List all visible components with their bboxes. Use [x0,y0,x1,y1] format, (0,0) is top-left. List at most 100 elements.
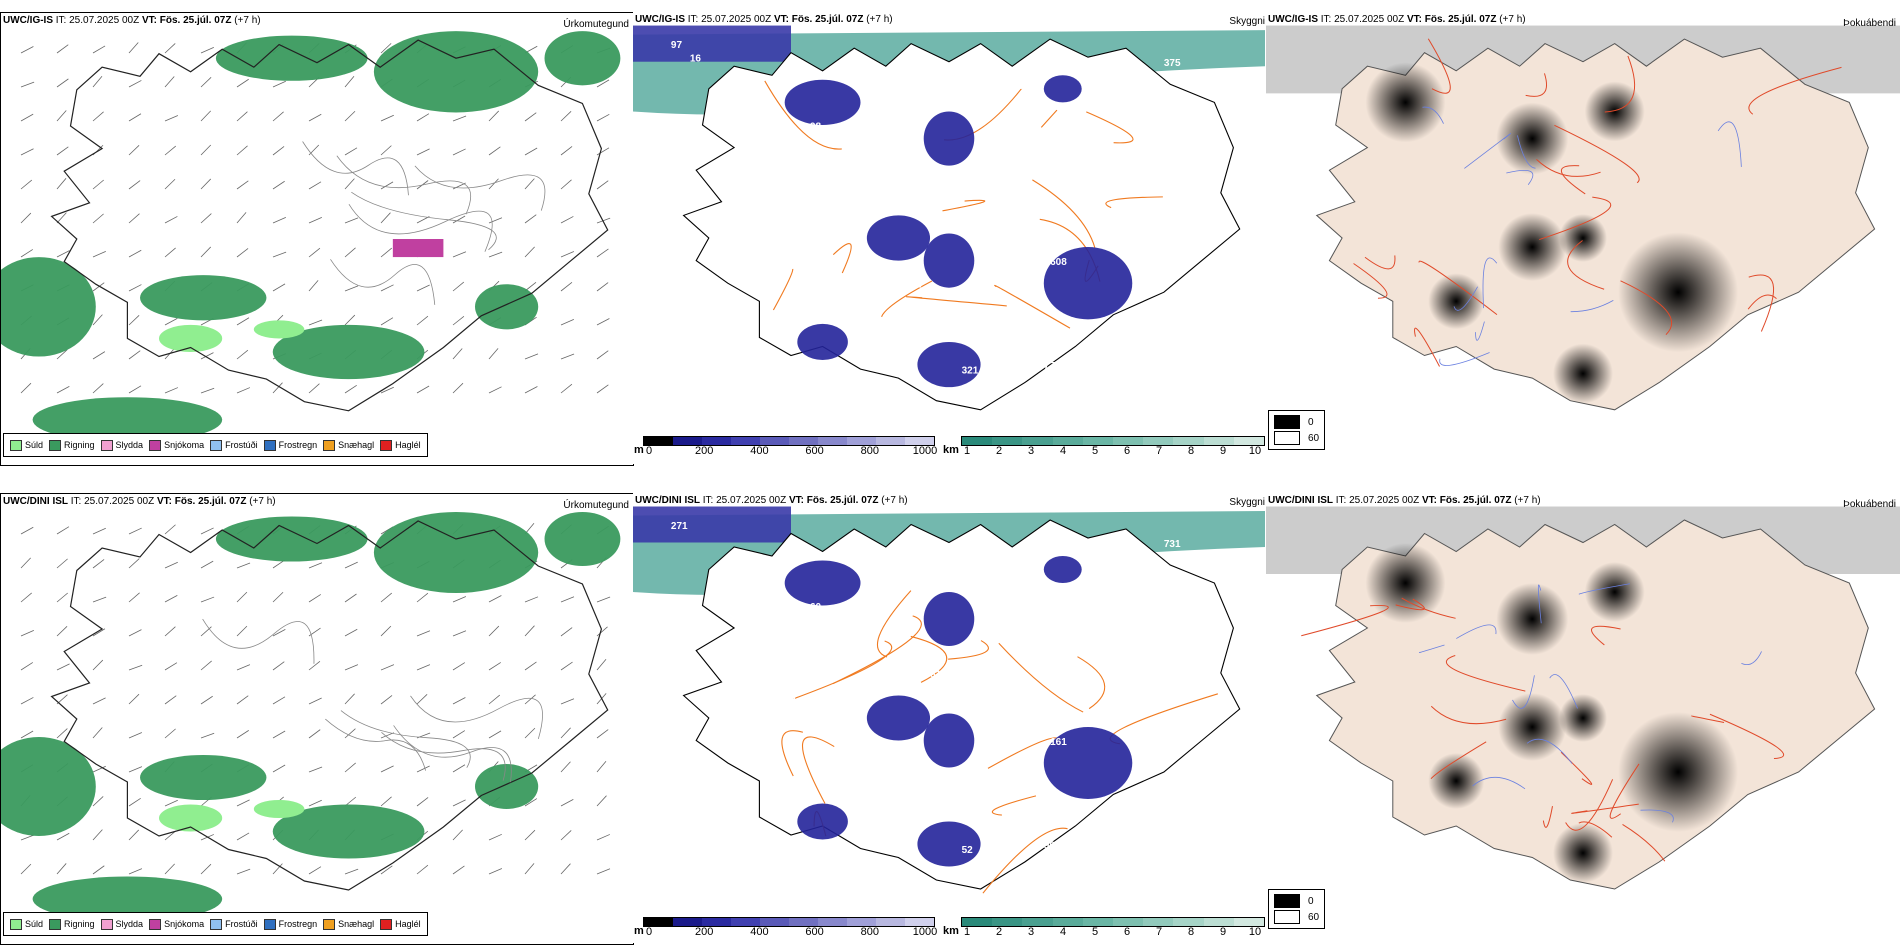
road-line [1554,124,1640,184]
colorbar-tick-label: 800 [860,445,879,457]
river-line [1422,106,1444,124]
ceiling-value-label: 46 [1189,818,1201,829]
terrain-contour [381,732,506,781]
road-line [905,296,1007,307]
low-ceiling-area [633,506,791,543]
legend-swatch [263,439,276,451]
fog-index-area [1365,543,1446,623]
visibility-unit: km [943,444,959,456]
precip-fields [1,31,621,443]
terrain-contour [414,165,546,211]
ceiling-value-label: 60 [810,602,822,613]
road-line [832,243,852,274]
ceiling-value-label: 96 [1044,841,1056,852]
ceiling-value-label: 271 [671,521,688,532]
colorbar-cell [1082,918,1114,926]
visibility-colorbar: km 1 2 3 4 5 6 7 8 9 10 [943,436,1265,457]
ceiling-value-label: 50 [1221,625,1233,636]
fog-index-area [1498,693,1567,761]
road-line [1040,109,1058,128]
precip-title: Úrkomutegund [563,19,629,30]
road-line [877,590,912,658]
fog-key-label: 60 [1308,432,1320,444]
legend-swatch [100,439,113,451]
ceiling-value-label: 33 [1101,76,1113,87]
low-ceiling-area [1043,75,1082,103]
ceiling-value-label: 107 [696,320,713,331]
river-line [1419,644,1445,653]
iceland-coastline [50,39,609,412]
legend-item: Frostregn [263,439,317,451]
road-line [881,280,933,318]
low-ceiling-area [923,713,975,768]
colorbar-tick-label: 0 [645,445,653,457]
colorbar-tick-label: 9 [1219,926,1227,938]
road-line [772,268,794,311]
colorbar-cell [992,918,1023,926]
fog-index-area [1618,232,1739,353]
legend-swatch [149,918,162,930]
fog-index-area [1553,823,1613,883]
legend-swatch [10,918,22,930]
road-line [1353,263,1388,299]
precip-legend: Súld Rigning Slydda Snjókoma Frostúði Frostre… [3,912,428,936]
colorbar-tick-label: 2 [995,445,1003,457]
terrain-contour [393,725,512,783]
colorbar-cell [962,918,993,926]
ceiling-value-label: 114 [842,298,859,309]
ceiling-value-label: 51 [955,580,967,591]
colorbar-cell [1143,918,1174,926]
ceiling-value-label: 259 [905,760,922,771]
legend-swatch [323,439,336,451]
ceiling-value-label: 88 [1221,144,1233,155]
ceiling-header: UWC/IG-IS IT: 25.07.2025 00Z VT: Fös. 25… [635,14,893,25]
fog-index-area [1559,214,1607,262]
fog-index-area [1618,712,1739,832]
road-line [1395,598,1425,611]
river-line [1717,121,1742,167]
fog-index-area [1584,562,1645,622]
colorbar-tick-label: 2 [995,926,1003,938]
legend-label: Súld [25,440,44,450]
visibility-colorbar: km 1 2 3 4 5 6 7 8 9 10 [943,917,1265,938]
low-ceiling-area [784,560,861,606]
ceiling-value-label: 89 [696,800,708,811]
ceiling-unit: m [634,925,644,937]
road-line [1748,66,1842,115]
ceiling-value-label: 86 [898,863,910,874]
legend-swatch [323,918,336,930]
ceiling-colorbar: m 0 200 400 600 800 1000 [633,436,937,457]
road-line [1571,803,1639,814]
fog-index-area [1496,102,1569,175]
road-line [1086,111,1134,144]
road-line [793,640,893,700]
colorbar-cell [1203,437,1234,445]
terrain-contour [202,618,315,664]
colorbar-tick-label: 600 [805,445,824,457]
ceiling-value-label: 61 [930,670,942,681]
iceland-coastline [50,520,609,891]
road-line [1604,55,1636,113]
ceiling-map-canvas: 97 181 547 877 608 45 321 109 49 67 53 84 107 55 375 11… [633,25,1265,417]
ceiling-colorbar: m 0 200 400 600 800 1000 [633,917,937,938]
colorbar-tick-label: 600 [805,926,824,938]
road-line [1609,763,1640,819]
road-line [1430,705,1507,725]
river-line [1741,651,1762,666]
road-line [942,199,986,212]
colorbar-cell [1173,918,1204,926]
river-line [1570,300,1614,313]
colorbar-tick-label: 400 [750,926,769,938]
colorbar-cell [1022,437,1053,445]
legend-swatch [149,439,162,451]
road-line [1748,274,1775,332]
ceiling-value-label: 77 [1044,361,1056,372]
ceiling-value-label: 81 [1075,167,1087,178]
colorbar-cell [673,918,702,926]
visibility-unit: km [943,925,959,937]
colorbar-tick-label: 200 [695,926,714,938]
terrain-contour [336,155,471,215]
road-line [1032,179,1096,248]
low-ceiling-area [917,341,981,388]
fog-header: UWC/IG-IS IT: 25.07.2025 00Z VT: Fös. 25… [1268,14,1526,25]
